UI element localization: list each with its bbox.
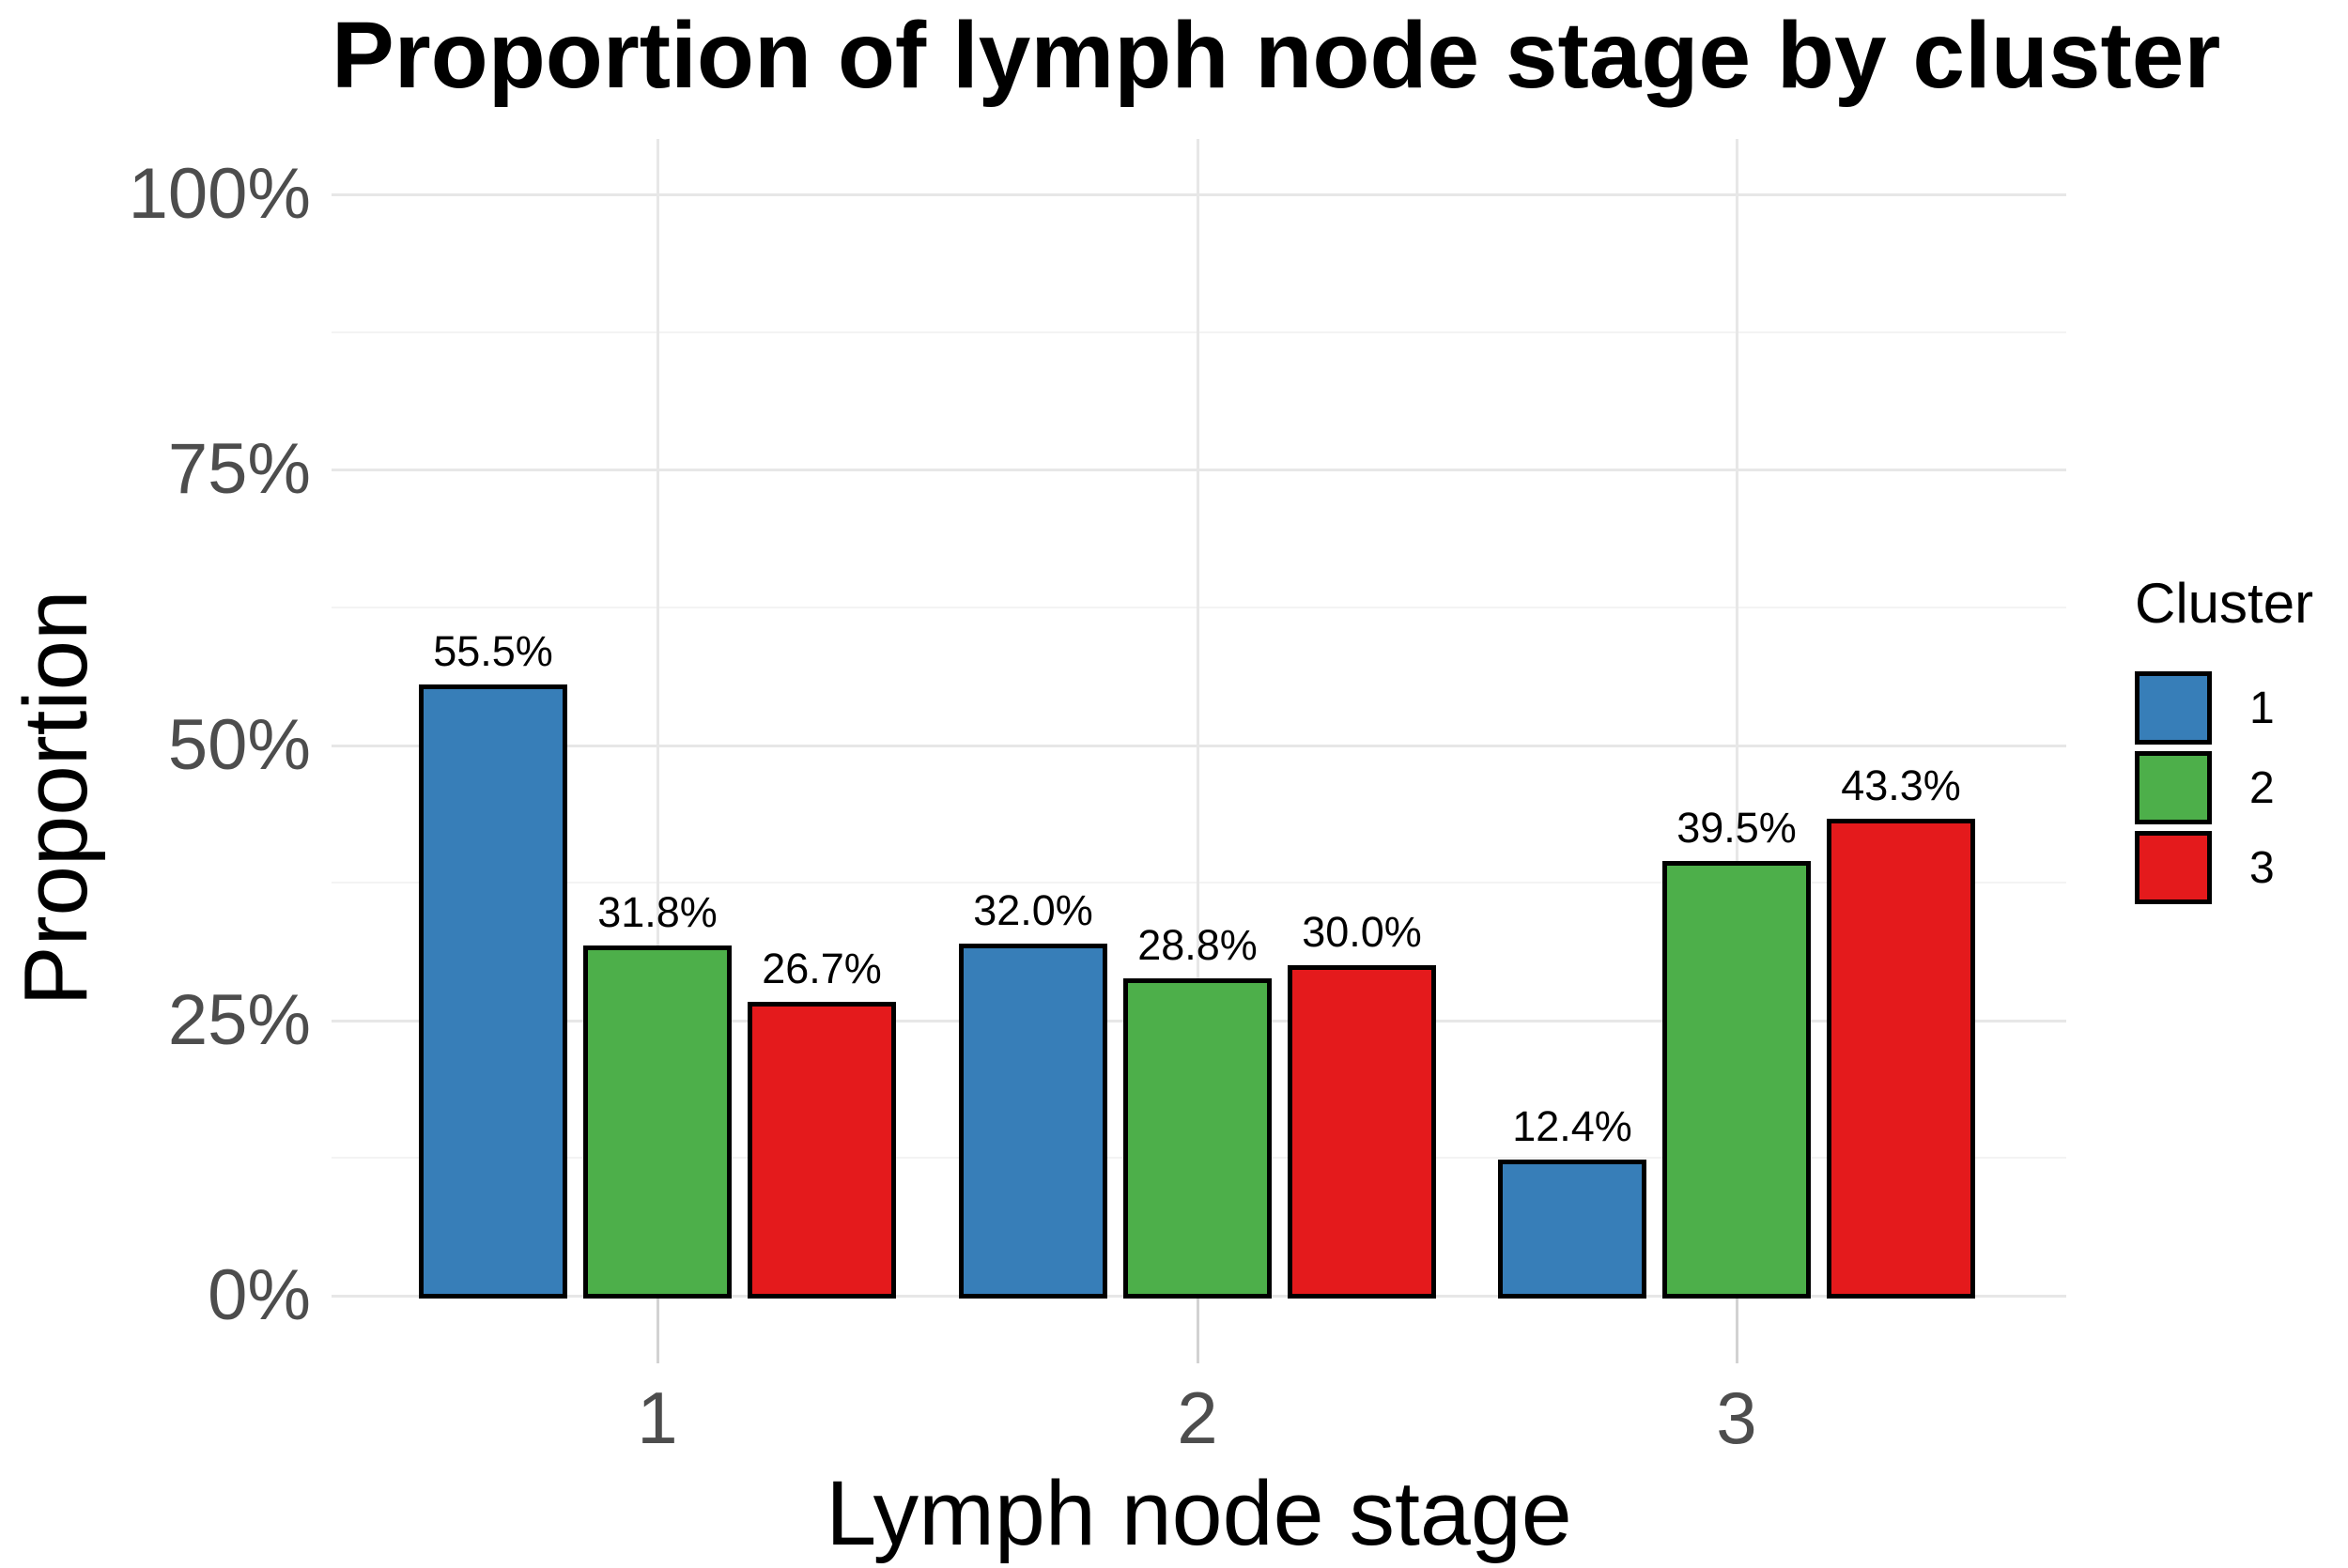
legend-swatch xyxy=(2135,671,2212,745)
y-tick-label: 50% xyxy=(167,704,311,785)
legend: Cluster 1 2 3 xyxy=(2135,571,2313,911)
bar xyxy=(1288,965,1436,1299)
x-tick-label: 3 xyxy=(1716,1376,1757,1459)
bar-value-label: 32.0% xyxy=(973,885,1093,934)
x-tick-label: 1 xyxy=(637,1376,678,1459)
bar xyxy=(1123,978,1272,1299)
gridline-vertical xyxy=(657,139,659,1296)
x-axis-tick xyxy=(1197,1298,1199,1363)
legend-swatch xyxy=(2135,751,2212,824)
bar xyxy=(1498,1159,1646,1299)
x-axis-title: Lymph node stage xyxy=(826,1462,1572,1564)
chart-title: Proportion of lymph node stage by cluste… xyxy=(332,3,2221,108)
legend-swatch xyxy=(2135,831,2212,904)
bar-value-label: 31.8% xyxy=(597,887,718,936)
legend-label: 1 xyxy=(2249,683,2275,733)
legend-label: 3 xyxy=(2249,842,2275,893)
x-axis-tick xyxy=(657,1298,659,1363)
bar xyxy=(959,943,1107,1299)
y-tick-label: 0% xyxy=(208,1255,311,1335)
x-tick-label: 2 xyxy=(1177,1376,1218,1459)
y-tick-label: 75% xyxy=(167,429,311,510)
bar-value-label: 39.5% xyxy=(1676,803,1797,852)
bar xyxy=(1827,819,1975,1299)
bar-value-label: 43.3% xyxy=(1841,761,1961,810)
bar-value-label: 26.7% xyxy=(762,944,882,992)
legend-title: Cluster xyxy=(2135,572,2314,635)
gridline-vertical xyxy=(1736,139,1738,1296)
bar xyxy=(1662,860,1811,1299)
bar-value-label: 12.4% xyxy=(1512,1101,1632,1150)
legend-key-row: 3 xyxy=(2135,831,2313,904)
y-tick-label: 100% xyxy=(128,154,311,234)
legend-key-row: 1 xyxy=(2135,671,2313,745)
gridline-vertical xyxy=(1197,139,1199,1296)
bar-value-label: 30.0% xyxy=(1302,908,1422,957)
bar xyxy=(748,1001,896,1299)
legend-keys: 1 2 3 xyxy=(2135,671,2313,904)
bar-value-label: 55.5% xyxy=(433,626,553,675)
legend-label: 2 xyxy=(2249,762,2275,813)
legend-key-row: 2 xyxy=(2135,751,2313,824)
bar xyxy=(583,945,732,1299)
bar-value-label: 28.8% xyxy=(1137,921,1258,970)
y-tick-label: 25% xyxy=(167,979,311,1060)
x-axis-tick xyxy=(1736,1298,1738,1363)
bar xyxy=(419,684,567,1299)
